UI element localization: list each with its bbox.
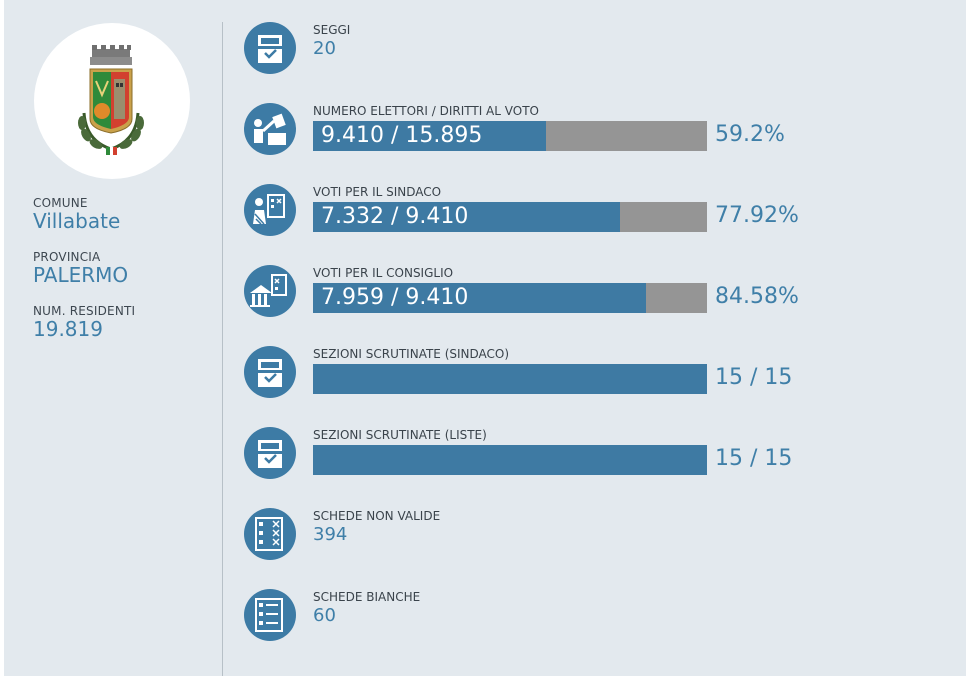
provincia-info: PROVINCIA PALERMO [33,250,128,286]
progress-fill [313,121,547,151]
voter-casting-ballot-icon [244,103,296,155]
stat-row-seggi: SEGGI 20 [244,22,944,82]
results-panel: COMUNE Villabate PROVINCIA PALERMO NUM. … [4,0,966,676]
progress-bar: 7.332 / 9.410 [313,202,707,232]
mayor-vote-icon [244,184,296,236]
progress-percent: 77.92% [715,203,799,228]
progress-text: 7.959 / 9.410 [321,285,469,310]
ballot-box-icon [244,22,296,74]
progress-text: 9.410 / 15.895 [321,123,483,148]
invalid-ballot-icon [244,508,296,560]
stat-row-elettori: NUMERO ELETTORI / DIRITTI AL VOTO 9.410 … [244,103,944,163]
progress-fill [313,202,620,232]
stat-label: SEGGI [313,23,351,37]
progress-fill [313,364,707,394]
stat-row-sindaco: VOTI PER IL SINDACO 7.332 / 9.410 77.92% [244,184,944,244]
stat-label: SCHEDE BIANCHE [313,590,421,604]
progress-bar: 9.410 / 15.895 [313,121,707,151]
ballot-box-icon [244,346,296,398]
stat-label: SEZIONI SCRUTINATE (SINDACO) [313,347,510,361]
stat-value: 20 [313,38,336,59]
comune-label: COMUNE [33,196,88,210]
crest-badge [34,23,190,179]
stat-label: VOTI PER IL CONSIGLIO [313,266,454,280]
progress-fill [313,445,707,475]
stat-row-schede-non-valide: SCHEDE NON VALIDE 394 [244,508,944,568]
stat-value: 394 [313,524,348,545]
progress-text: 7.332 / 9.410 [321,204,469,229]
stat-row-sezioni-sindaco: SEZIONI SCRUTINATE (SINDACO) 15 / 15 [244,346,944,406]
blank-ballot-icon [244,589,296,641]
stat-value: 60 [313,605,336,626]
stat-label: VOTI PER IL SINDACO [313,185,442,199]
comune-info-column: COMUNE Villabate PROVINCIA PALERMO NUM. … [4,0,224,676]
progress-bar [313,364,707,394]
progress-bar [313,445,707,475]
progress-count: 15 / 15 [715,365,793,390]
column-divider [222,22,223,676]
progress-percent: 59.2% [715,122,785,147]
progress-bar: 7.959 / 9.410 [313,283,707,313]
stat-row-sezioni-liste: SEZIONI SCRUTINATE (LISTE) 15 / 15 [244,427,944,487]
stat-row-consiglio: VOTI PER IL CONSIGLIO 7.959 / 9.410 84.5… [244,265,944,325]
progress-percent: 84.58% [715,284,799,309]
provincia-value: PALERMO [33,263,129,287]
residenti-info: NUM. RESIDENTI 19.819 [33,304,135,340]
progress-count: 15 / 15 [715,446,793,471]
provincia-label: PROVINCIA [33,250,101,264]
comune-info: COMUNE Villabate [33,196,120,232]
stat-label: NUMERO ELETTORI / DIRITTI AL VOTO [313,104,539,118]
stat-label: SCHEDE NON VALIDE [313,509,441,523]
comune-crest-icon [78,45,144,155]
comune-value: Villabate [33,209,121,233]
stat-label: SEZIONI SCRUTINATE (LISTE) [313,428,487,442]
residenti-label: NUM. RESIDENTI [33,304,136,318]
residenti-value: 19.819 [33,317,103,341]
council-vote-icon [244,265,296,317]
ballot-box-icon [244,427,296,479]
progress-fill [313,283,647,313]
stat-row-schede-bianche: SCHEDE BIANCHE 60 [244,589,944,649]
